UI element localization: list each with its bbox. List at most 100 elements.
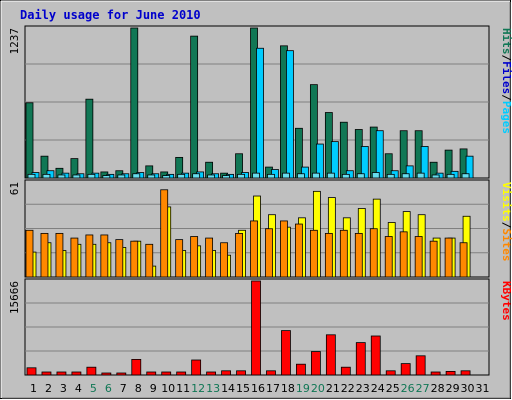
x-tick-label-day: 12 <box>191 382 205 395</box>
pages-bar <box>57 174 66 179</box>
pages-bar <box>192 173 201 179</box>
x-tick-label-day: 11 <box>176 382 190 395</box>
sites-bar <box>130 240 139 278</box>
x-tick-label-day: 22 <box>341 382 355 395</box>
sites-bar <box>70 237 79 278</box>
files-bar <box>286 50 294 179</box>
x-tick-label-day: 19 <box>296 382 310 395</box>
kbytes-bar <box>251 280 261 376</box>
x-tick-label-day: 13 <box>206 382 220 395</box>
sites-bar <box>324 232 333 278</box>
legend-visits: Visits <box>500 182 512 222</box>
sites-bar <box>369 228 378 278</box>
kbytes-bar <box>445 370 456 376</box>
hits-bar <box>339 121 348 179</box>
kbytes-bar <box>370 335 381 376</box>
pages-bar <box>461 173 470 179</box>
kbytes-bar <box>26 367 37 376</box>
pages-bar <box>341 173 350 179</box>
sites-bar <box>384 236 393 278</box>
x-tick-label-day: 3 <box>60 382 67 395</box>
legend-separator: / <box>500 94 512 101</box>
pages-bar <box>401 173 410 179</box>
x-tick-label-day: 17 <box>266 382 280 395</box>
sites-bar <box>265 228 273 278</box>
pages-bar <box>311 172 320 179</box>
visits-sites-panel: 61 Visits/Sites <box>8 179 512 278</box>
kbytes-bar <box>176 371 187 376</box>
x-tick-label-day: 24 <box>371 382 385 395</box>
legend-kbytes: KBytes <box>500 281 512 321</box>
files-bar <box>315 143 324 179</box>
pages-bar <box>222 175 230 179</box>
sites-bar <box>459 242 468 278</box>
pages-bar <box>162 175 171 179</box>
legend-separator: / <box>500 222 512 229</box>
sites-bar <box>399 231 408 278</box>
pages-bar <box>326 172 335 179</box>
sites-bar <box>339 229 348 278</box>
kbytes-bar <box>296 363 306 376</box>
legend-pages: Pages <box>500 101 512 134</box>
sites-bar <box>295 223 303 278</box>
visits-sites-legend: Visits/Sites <box>500 182 512 262</box>
x-tick-label-day: 15 <box>236 382 250 395</box>
x-tick-label-day: 18 <box>281 382 295 395</box>
x-tick-label-day: 26 <box>401 382 415 395</box>
sites-bar <box>280 220 288 278</box>
kbytes-bar <box>430 371 441 376</box>
pages-bar <box>431 174 440 179</box>
pages-bar <box>42 173 51 179</box>
pages-bar <box>297 173 305 179</box>
x-tick-label-day: 27 <box>416 382 430 395</box>
pages-bar <box>282 172 290 179</box>
hits-bar <box>25 102 34 179</box>
pages-bar <box>237 173 245 179</box>
pages-bar <box>147 174 156 179</box>
sites-bar <box>40 232 49 278</box>
sites-bar <box>190 236 199 278</box>
sites-bar <box>100 234 109 278</box>
files-bar <box>405 165 414 179</box>
kbytes-bar <box>221 370 231 376</box>
x-tick-label-day: 20 <box>311 382 325 395</box>
kbytes-bar <box>206 371 217 376</box>
kbytes-bar <box>266 370 276 376</box>
sites-bar <box>220 242 228 278</box>
kbytes-bar <box>161 371 172 376</box>
kbytes-ymax-label: 15666 <box>8 281 21 314</box>
pages-bar <box>416 172 425 179</box>
kbytes-bar <box>340 366 351 376</box>
sites-bar <box>85 234 94 278</box>
kbytes-bar <box>460 370 471 376</box>
x-tick-label-day: 28 <box>431 382 445 395</box>
legend-hits: Hits <box>500 28 512 55</box>
sites-bar <box>205 237 214 278</box>
pages-bar <box>117 174 126 179</box>
files-bar <box>360 146 369 179</box>
pages-bar <box>177 173 186 179</box>
sites-bar <box>444 237 453 278</box>
pages-bar <box>102 175 111 179</box>
kbytes-bar <box>236 370 246 376</box>
kbytes-bar <box>310 351 321 376</box>
legend-files: Files <box>500 61 512 94</box>
x-tick-label-day: 21 <box>326 382 340 395</box>
kbytes-bar <box>191 359 202 376</box>
pages-bar <box>371 172 380 179</box>
pages-bar <box>356 173 365 179</box>
sites-bar <box>55 232 64 278</box>
files-bar <box>375 130 384 179</box>
pages-bar <box>87 173 96 179</box>
kbytes-bar <box>86 366 97 376</box>
kbytes-bar <box>281 330 291 376</box>
chart-title: Daily usage for June 2010 <box>20 8 201 22</box>
x-tick-label-day: 14 <box>221 382 235 395</box>
x-tick-label-day: 7 <box>120 382 127 395</box>
x-tick-label-day: 31 <box>476 382 490 395</box>
legend-sites: Sites <box>500 228 512 261</box>
sites-bar <box>429 240 438 278</box>
